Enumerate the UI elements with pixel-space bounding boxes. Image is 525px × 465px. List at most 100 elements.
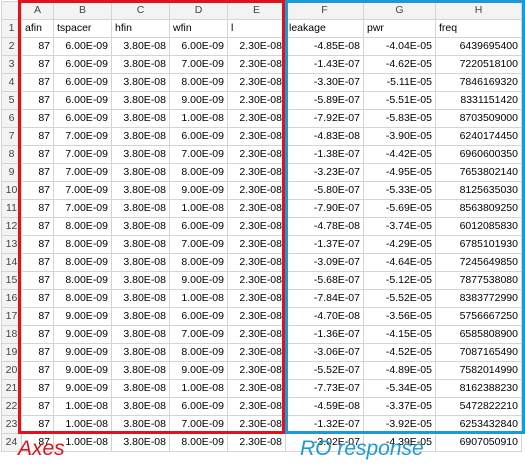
data-cell[interactable]: -5.69E-05	[363, 199, 436, 218]
row-header[interactable]: 16	[1, 289, 22, 308]
data-cell[interactable]: 87	[21, 109, 54, 128]
data-cell[interactable]: 2.30E-08	[227, 343, 286, 362]
row-header[interactable]: 21	[1, 379, 22, 398]
data-cell[interactable]: 2.30E-08	[227, 73, 286, 92]
data-cell[interactable]: 7.00E-09	[53, 199, 112, 218]
data-cell[interactable]: -3.09E-07	[285, 253, 364, 272]
data-cell[interactable]: -4.15E-05	[363, 325, 436, 344]
data-cell[interactable]: 2.30E-08	[227, 271, 286, 290]
data-cell[interactable]: 3.80E-08	[111, 415, 170, 434]
data-cell[interactable]: 7877538080	[435, 271, 522, 290]
data-cell[interactable]: 8331151420	[435, 91, 522, 110]
row-header[interactable]: 10	[1, 181, 22, 200]
data-cell[interactable]: 2.30E-08	[227, 289, 286, 308]
data-cell[interactable]: 3.80E-08	[111, 91, 170, 110]
data-cell[interactable]: -4.64E-05	[363, 253, 436, 272]
data-cell[interactable]: -3.30E-07	[285, 73, 364, 92]
row-header[interactable]: 19	[1, 343, 22, 362]
data-cell[interactable]: 2.30E-08	[227, 307, 286, 326]
data-cell[interactable]: 2.30E-08	[227, 109, 286, 128]
data-cell[interactable]: 8563809250	[435, 199, 522, 218]
header-cell[interactable]: hfin	[111, 19, 170, 38]
data-cell[interactable]: 6.00E-09	[169, 217, 228, 236]
data-cell[interactable]: 2.30E-08	[227, 325, 286, 344]
data-cell[interactable]: 87	[21, 307, 54, 326]
data-cell[interactable]: 6.00E-09	[169, 397, 228, 416]
data-cell[interactable]: -4.29E-05	[363, 235, 436, 254]
data-cell[interactable]: 3.80E-08	[111, 181, 170, 200]
data-cell[interactable]: 3.80E-08	[111, 253, 170, 272]
data-cell[interactable]: 2.30E-08	[227, 433, 286, 452]
row-header[interactable]: 4	[1, 73, 22, 92]
column-header-e[interactable]: E	[227, 1, 286, 20]
data-cell[interactable]: 3.80E-08	[111, 325, 170, 344]
data-cell[interactable]: 7.00E-09	[53, 127, 112, 146]
data-cell[interactable]: -3.92E-05	[363, 415, 436, 434]
spreadsheet-grid[interactable]: A B C D E F G H 1 afin tspacer hfin wfin l lea…	[1, 1, 522, 452]
data-cell[interactable]: 8.00E-09	[53, 235, 112, 254]
data-cell[interactable]: -5.52E-05	[363, 289, 436, 308]
row-header[interactable]: 18	[1, 325, 22, 344]
row-header[interactable]: 3	[1, 55, 22, 74]
data-cell[interactable]: 87	[21, 397, 54, 416]
data-cell[interactable]: 7.00E-09	[169, 145, 228, 164]
data-cell[interactable]: 3.80E-08	[111, 397, 170, 416]
data-cell[interactable]: -4.59E-08	[285, 397, 364, 416]
data-cell[interactable]: 3.80E-08	[111, 289, 170, 308]
data-cell[interactable]: 6785101930	[435, 235, 522, 254]
data-cell[interactable]: 6.00E-09	[169, 307, 228, 326]
data-cell[interactable]: 2.30E-08	[227, 55, 286, 74]
data-cell[interactable]: 87	[21, 163, 54, 182]
data-cell[interactable]: 8.00E-09	[53, 289, 112, 308]
row-header[interactable]: 2	[1, 37, 22, 56]
data-cell[interactable]: 1.00E-08	[169, 379, 228, 398]
data-cell[interactable]: 7.00E-09	[53, 163, 112, 182]
data-cell[interactable]: 3.80E-08	[111, 217, 170, 236]
data-cell[interactable]: 6.00E-09	[53, 37, 112, 56]
data-cell[interactable]: -3.74E-05	[363, 217, 436, 236]
data-cell[interactable]: -3.90E-05	[363, 127, 436, 146]
data-cell[interactable]: 87	[21, 361, 54, 380]
data-cell[interactable]: 3.80E-08	[111, 163, 170, 182]
row-header[interactable]: 7	[1, 127, 22, 146]
row-header[interactable]: 13	[1, 235, 22, 254]
data-cell[interactable]: 9.00E-09	[169, 181, 228, 200]
data-cell[interactable]: 8.00E-09	[169, 253, 228, 272]
column-header-d[interactable]: D	[169, 1, 228, 20]
data-cell[interactable]: 8.00E-09	[169, 343, 228, 362]
data-cell[interactable]: 1.00E-08	[53, 415, 112, 434]
data-cell[interactable]: 8383772990	[435, 289, 522, 308]
data-cell[interactable]: 87	[21, 217, 54, 236]
header-cell[interactable]: wfin	[169, 19, 228, 38]
data-cell[interactable]: 8.00E-09	[53, 217, 112, 236]
column-header-h[interactable]: H	[435, 1, 522, 20]
data-cell[interactable]: 87	[21, 253, 54, 272]
data-cell[interactable]: 3.80E-08	[111, 145, 170, 164]
data-cell[interactable]: 8.00E-09	[53, 253, 112, 272]
header-cell[interactable]: tspacer	[53, 19, 112, 38]
data-cell[interactable]: -3.56E-05	[363, 307, 436, 326]
row-header[interactable]: 14	[1, 253, 22, 272]
data-cell[interactable]: 1.00E-08	[169, 199, 228, 218]
data-cell[interactable]: 3.80E-08	[111, 307, 170, 326]
column-header-g[interactable]: G	[363, 1, 436, 20]
data-cell[interactable]: 2.30E-08	[227, 217, 286, 236]
data-cell[interactable]: 6012085830	[435, 217, 522, 236]
data-cell[interactable]: -5.68E-07	[285, 271, 364, 290]
data-cell[interactable]: -1.36E-07	[285, 325, 364, 344]
data-cell[interactable]: 3.80E-08	[111, 127, 170, 146]
data-cell[interactable]: 2.30E-08	[227, 199, 286, 218]
data-cell[interactable]: 7.00E-09	[53, 145, 112, 164]
data-cell[interactable]: -7.84E-07	[285, 289, 364, 308]
data-cell[interactable]: 6.00E-09	[169, 127, 228, 146]
data-cell[interactable]: -3.06E-07	[285, 343, 364, 362]
data-cell[interactable]: 1.00E-08	[53, 397, 112, 416]
data-cell[interactable]: 3.80E-08	[111, 433, 170, 452]
data-cell[interactable]: 87	[21, 91, 54, 110]
data-cell[interactable]: 3.80E-08	[111, 343, 170, 362]
data-cell[interactable]: 9.00E-09	[53, 379, 112, 398]
data-cell[interactable]: 2.30E-08	[227, 235, 286, 254]
data-cell[interactable]: 1.00E-08	[169, 109, 228, 128]
header-cell[interactable]: pwr	[363, 19, 436, 38]
data-cell[interactable]: -1.37E-07	[285, 235, 364, 254]
